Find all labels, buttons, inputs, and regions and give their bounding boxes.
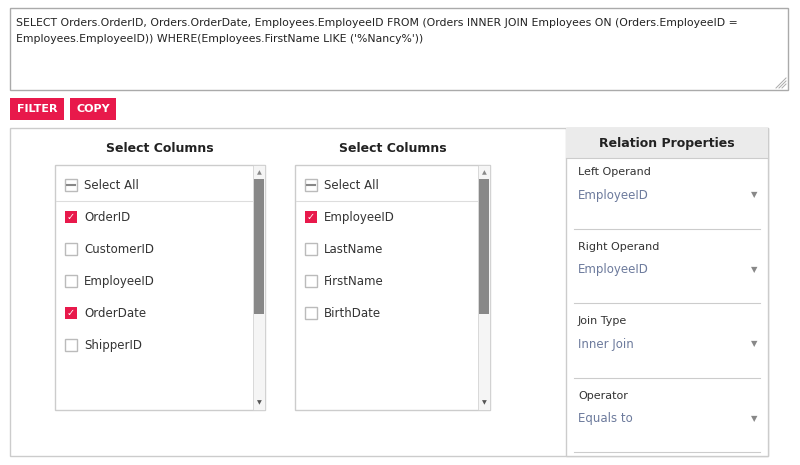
Text: ▼: ▼ [750,191,758,199]
Text: ✓: ✓ [307,212,315,222]
Bar [10,128,768,456]
Text: Select All: Select All [324,179,379,192]
Bar [253,165,265,410]
Bar [10,98,64,120]
Bar [305,275,317,287]
Bar [65,211,77,223]
Bar [65,243,77,255]
Bar [65,307,77,319]
Text: Select Columns: Select Columns [338,142,446,155]
Text: Join Type: Join Type [578,316,627,326]
Text: ▼: ▼ [750,339,758,348]
Bar [55,165,265,410]
Text: Select All: Select All [84,179,139,192]
Text: ▼: ▼ [257,400,262,405]
Text: Operator: Operator [578,391,628,400]
Text: Inner Join: Inner Join [578,338,634,351]
Bar [305,179,317,191]
Text: ▼: ▼ [750,414,758,423]
Text: ▼: ▼ [482,400,486,405]
Text: ▲: ▲ [482,171,486,175]
Text: ▲: ▲ [257,171,262,175]
Text: Select Columns: Select Columns [106,142,214,155]
Bar [295,165,490,410]
Text: Relation Properties: Relation Properties [599,137,735,150]
Bar [305,243,317,255]
Text: EmployeeID: EmployeeID [84,274,155,287]
Text: ▼: ▼ [750,265,758,274]
Bar [70,98,116,120]
Bar [478,165,490,410]
Text: FILTER: FILTER [17,104,58,114]
Bar [65,275,77,287]
Text: Right Operand: Right Operand [578,241,659,252]
Text: EmployeeID: EmployeeID [578,263,649,276]
Text: CustomerID: CustomerID [84,243,154,255]
Bar [566,128,768,158]
Text: EmployeeID: EmployeeID [324,211,395,224]
Text: ✓: ✓ [67,308,75,318]
Bar [10,8,788,90]
Text: OrderID: OrderID [84,211,130,224]
Text: FirstName: FirstName [324,274,384,287]
Text: OrderDate: OrderDate [84,306,146,319]
Bar [479,179,489,314]
Text: LastName: LastName [324,243,383,255]
Bar [65,339,77,351]
Text: EmployeeID: EmployeeID [578,188,649,201]
Text: COPY: COPY [76,104,110,114]
Bar [254,179,264,314]
Bar [566,128,768,456]
Text: Left Operand: Left Operand [578,167,651,177]
Bar [305,211,317,223]
Text: Equals to: Equals to [578,412,633,425]
Text: ShipperID: ShipperID [84,339,142,352]
Text: BirthDate: BirthDate [324,306,381,319]
Text: ✓: ✓ [67,212,75,222]
Bar [65,179,77,191]
Bar [305,307,317,319]
Text: Employees.EmployeeID)) WHERE(Employees.FirstName LIKE ('%Nancy%')): Employees.EmployeeID)) WHERE(Employees.F… [16,34,423,44]
Text: SELECT Orders.OrderID, Orders.OrderDate, Employees.EmployeeID FROM (Orders INNER: SELECT Orders.OrderID, Orders.OrderDate,… [16,18,738,28]
